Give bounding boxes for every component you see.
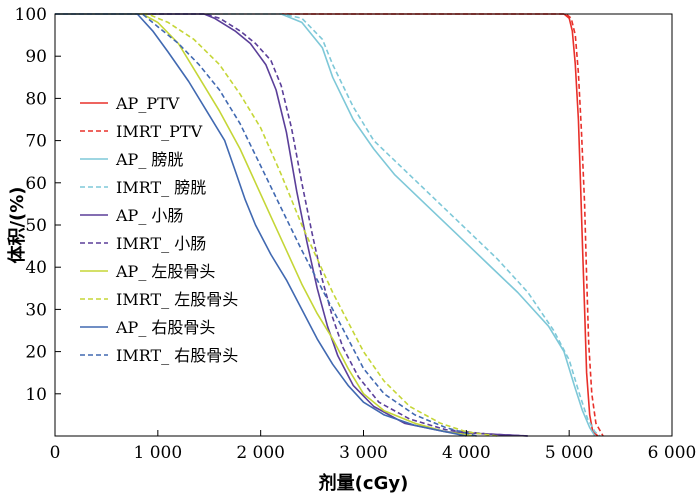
series-line-5: [55, 13, 529, 437]
y-axis-title: 体积/(%): [6, 186, 28, 263]
x-tick-label: 6 000: [648, 443, 697, 463]
legend-label-3: AP_ 膀胱: [115, 150, 183, 169]
x-tick-label: 5 000: [545, 443, 594, 463]
legend-label-5: AP_ 小肠: [115, 206, 183, 225]
y-tick-label: 10: [25, 385, 47, 405]
legend-label-9: AP_ 右股骨头: [115, 318, 215, 337]
legend-label-10: IMRT_ 右股骨头: [116, 346, 238, 365]
x-tick-label: 2 000: [236, 443, 285, 463]
y-tick-label: 90: [25, 47, 47, 67]
x-tick-label: 0: [50, 443, 61, 463]
y-tick-label: 70: [25, 132, 47, 152]
legend: AP_PTV IMRT_PTV AP_ 膀胱 IMRT_ 膀胱 AP_ 小肠 IMRT_ …: [80, 94, 238, 365]
legend-label-7: AP_ 左股骨头: [115, 262, 215, 281]
y-tick-label: 40: [25, 258, 47, 278]
series-line-4: [55, 13, 601, 437]
y-tick-label: 50: [25, 216, 47, 236]
x-axis-title: 剂量(cGy): [319, 472, 409, 494]
legend-label-2: IMRT_PTV: [116, 122, 203, 141]
y-tick-label: 100: [15, 5, 47, 25]
legend-label-8: IMRT_ 左股骨头: [116, 290, 238, 309]
legend-label-6: IMRT_ 小肠: [116, 234, 206, 253]
y-tick-label: 20: [25, 343, 47, 363]
y-tick-label: 60: [25, 174, 47, 194]
series-line-10: [55, 13, 477, 437]
x-tick-label: 3 000: [339, 443, 388, 463]
y-tick-label: 30: [25, 300, 47, 320]
series-line-8: [55, 13, 498, 437]
series-layer: [55, 13, 604, 437]
y-tick-label: 80: [25, 89, 47, 109]
x-tick-label: 1 000: [133, 443, 182, 463]
ticks-layer: 0 1 000 2 000 3 000 4 000 5 000 6 000 10 20 30 40 5…: [15, 5, 697, 463]
series-line-3: [55, 13, 596, 437]
legend-label-4: IMRT_ 膀胱: [116, 178, 206, 197]
series-line-9: [55, 13, 467, 437]
legend-label-1: AP_PTV: [115, 94, 180, 113]
series-line-6: [55, 13, 529, 437]
series-line-2: [55, 13, 604, 437]
series-line-7: [55, 13, 477, 437]
x-tick-label: 4 000: [442, 443, 491, 463]
plot-frame: [54, 13, 673, 437]
series-line-1: [55, 13, 599, 437]
